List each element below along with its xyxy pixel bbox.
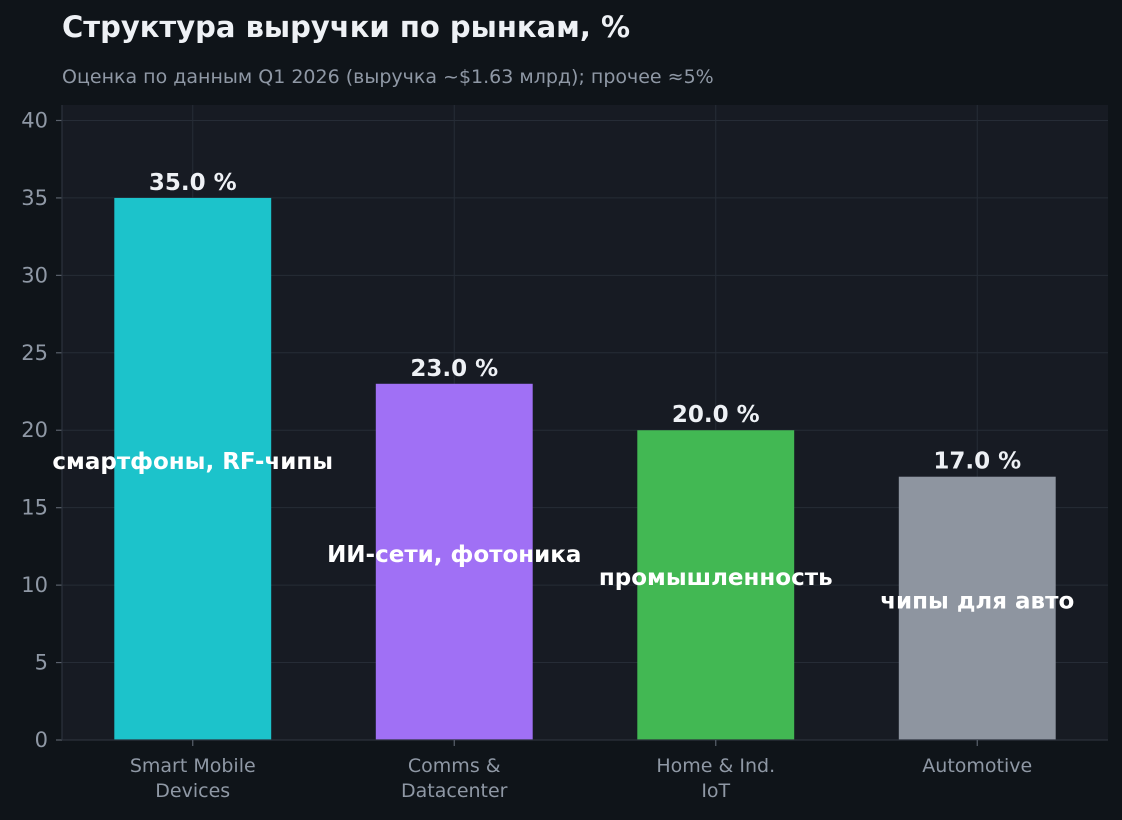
x-tick-label: Comms & — [408, 755, 501, 777]
x-tick-label: Datacenter — [401, 780, 508, 802]
chart-subtitle: Оценка по данным Q1 2026 (выручка ~$1.63… — [62, 66, 714, 88]
x-tick-label: Home & Ind. — [656, 755, 775, 777]
x-tick-label: Devices — [155, 780, 230, 802]
y-tick-label: 15 — [21, 496, 48, 520]
data-label: 17.0 % — [933, 449, 1021, 475]
y-tick-label: 10 — [21, 573, 48, 597]
y-tick-label: 0 — [35, 728, 48, 752]
data-label: 20.0 % — [672, 402, 760, 428]
bar — [114, 197, 272, 741]
y-tick-label: 20 — [21, 418, 48, 442]
bar — [637, 430, 795, 740]
x-tick-label: IoT — [701, 780, 730, 802]
y-tick-label: 25 — [21, 341, 48, 365]
bar — [375, 383, 533, 740]
data-label: 35.0 % — [149, 170, 237, 196]
y-tick-label: 5 — [35, 651, 48, 675]
chart-title: Структура выручки по рынкам, % — [62, 10, 631, 44]
data-label: 23.0 % — [410, 356, 498, 382]
bar-annotation: чипы для авто — [880, 588, 1074, 614]
y-tick-label: 30 — [21, 263, 48, 287]
bar-annotation: смартфоны, RF-чипы — [52, 449, 333, 475]
y-tick-label: 40 — [21, 108, 48, 132]
bar — [898, 476, 1056, 740]
bar-annotation: ИИ-сети, фотоника — [327, 542, 581, 568]
x-tick-label: Smart Mobile — [130, 755, 256, 777]
bar-annotation: промышленность — [599, 565, 833, 591]
x-tick-label: Automotive — [922, 755, 1032, 777]
y-tick-label: 35 — [21, 186, 48, 210]
